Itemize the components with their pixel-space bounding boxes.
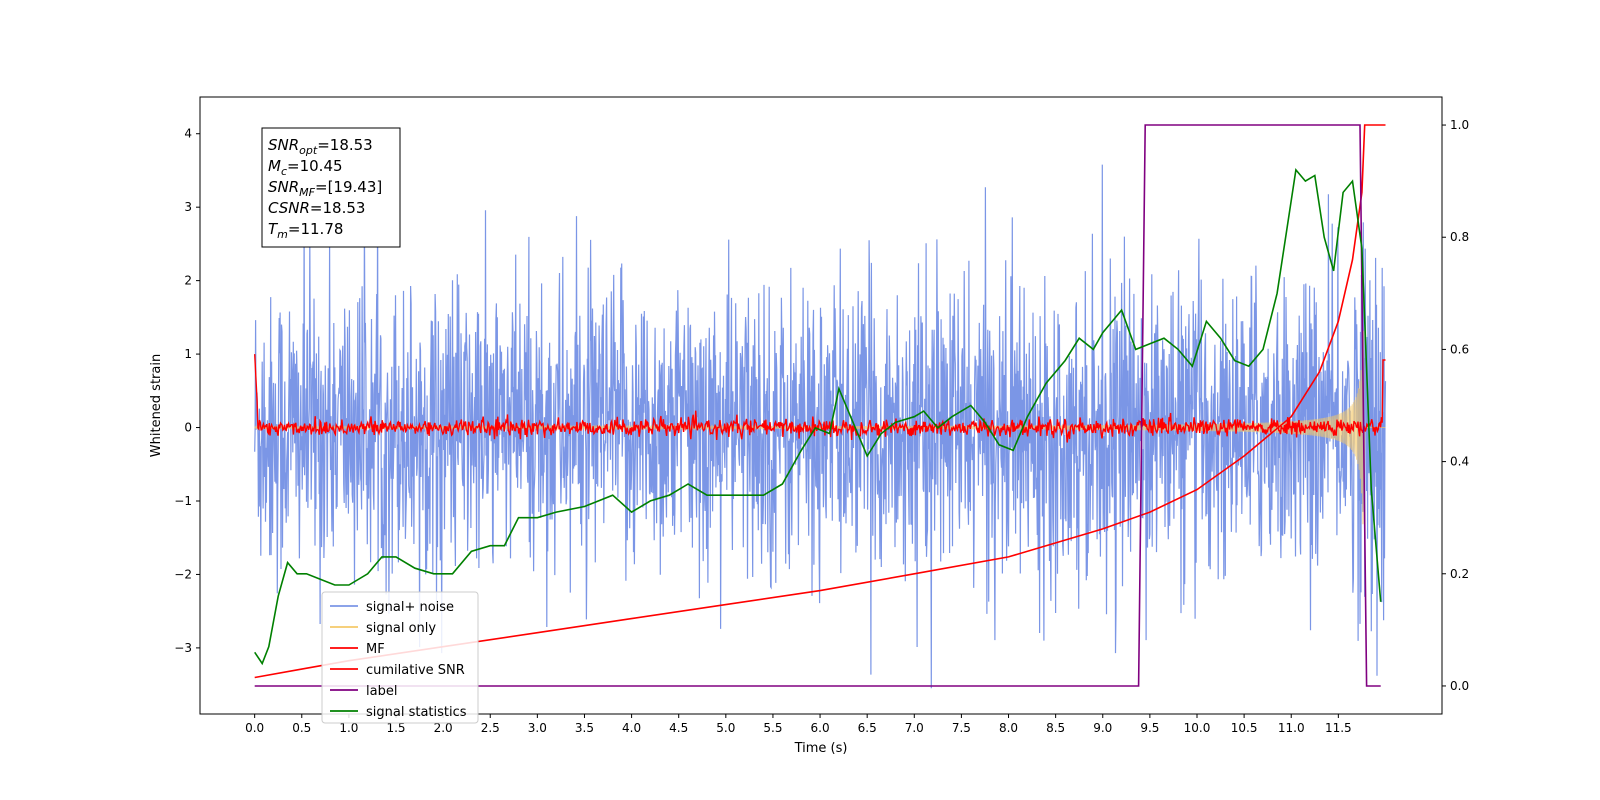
x-axis: 0.0 0.5 1.0 1.5 2.0 2.5 3.0 3.5 4.0 4.5 5.0 5.5 6.0 6… bbox=[245, 714, 1352, 735]
annotation-line: SNRopt=18.53 bbox=[268, 136, 373, 157]
annotation-line: CSNR=18.53 bbox=[268, 199, 365, 217]
y-tick-label: 0 bbox=[184, 421, 192, 435]
y2-tick-label: 1.0 bbox=[1450, 118, 1469, 132]
x-tick-label: 6.0 bbox=[811, 721, 830, 735]
x-tick-label: 11.5 bbox=[1325, 721, 1352, 735]
x-tick-label: 1.5 bbox=[386, 721, 405, 735]
annotation-subscript: c bbox=[281, 165, 287, 178]
annotation-symbol: M bbox=[268, 157, 281, 175]
x-tick-label: 4.5 bbox=[669, 721, 688, 735]
legend-label: signal statistics bbox=[366, 705, 467, 720]
stats-annotation-box: SNRopt=18.53Mc=10.45SNRMF=[19.43]CSNR=18… bbox=[261, 127, 401, 248]
annotation-symbol: T bbox=[268, 220, 279, 238]
y-tick-label: −3 bbox=[174, 641, 192, 655]
annotation-value: =18.53 bbox=[317, 136, 373, 154]
legend-label: cumilative SNR bbox=[366, 663, 465, 678]
y-tick-label: 1 bbox=[184, 347, 192, 361]
y-tick-label: 2 bbox=[184, 274, 192, 288]
series-mf bbox=[254, 354, 1386, 443]
x-tick-label: 10.5 bbox=[1231, 721, 1258, 735]
x-tick-label: 3.5 bbox=[575, 721, 594, 735]
x-tick-label: 2.0 bbox=[434, 721, 453, 735]
x-tick-label: 5.0 bbox=[716, 721, 735, 735]
y-axis-right: 0.0 0.2 0.4 0.6 0.8 1.0 bbox=[1442, 118, 1469, 693]
x-tick-label: 6.5 bbox=[858, 721, 877, 735]
legend-label: signal+ noise bbox=[366, 600, 454, 615]
x-tick-label: 5.5 bbox=[763, 721, 782, 735]
annotation-subscript: opt bbox=[299, 144, 318, 157]
legend: signal+ noise signal only MF cumilative SNR… bbox=[321, 591, 479, 724]
annotation-line: Tm=11.78 bbox=[268, 220, 343, 241]
x-tick-label: 0.5 bbox=[292, 721, 311, 735]
annotation-line: SNRMF=[19.43] bbox=[268, 178, 382, 199]
y-axis-left: −3 −2 −1 0 1 2 3 4 bbox=[174, 127, 200, 655]
x-tick-label: 1.0 bbox=[339, 721, 358, 735]
x-axis-label: Time (s) bbox=[794, 741, 848, 756]
y2-tick-label: 0.4 bbox=[1450, 455, 1469, 469]
annotation-value: =10.45 bbox=[287, 157, 343, 175]
annotation-line: Mc=10.45 bbox=[268, 157, 343, 178]
x-tick-label: 4.0 bbox=[622, 721, 641, 735]
x-tick-label: 11.0 bbox=[1278, 721, 1305, 735]
annotation-subscript: MF bbox=[299, 186, 315, 199]
series-label bbox=[254, 124, 1381, 687]
y-axis-label: Whitened strain bbox=[149, 354, 164, 457]
axes-frame bbox=[199, 96, 1443, 715]
x-tick-label: 9.0 bbox=[1093, 721, 1112, 735]
series-signal-statistics bbox=[254, 168, 1382, 666]
annotation-symbol: SNR bbox=[268, 136, 299, 154]
x-tick-label: 3.0 bbox=[528, 721, 547, 735]
legend-label: MF bbox=[366, 642, 385, 657]
annotation-value: =11.78 bbox=[288, 220, 344, 238]
legend-frame bbox=[321, 591, 479, 724]
series-signal-noise bbox=[254, 164, 1387, 689]
y-tick-label: 4 bbox=[184, 127, 192, 141]
x-tick-label: 0.0 bbox=[245, 721, 264, 735]
annotation-subscript: m bbox=[277, 228, 288, 241]
y-tick-label: −1 bbox=[174, 494, 192, 508]
x-tick-label: 2.5 bbox=[481, 721, 500, 735]
annotation-symbol: SNR bbox=[268, 178, 299, 196]
x-tick-label: 8.0 bbox=[999, 721, 1018, 735]
annotation-frame bbox=[261, 127, 401, 248]
y2-tick-label: 0.8 bbox=[1450, 230, 1469, 244]
x-tick-label: 8.5 bbox=[1046, 721, 1065, 735]
y2-tick-label: 0.6 bbox=[1450, 342, 1469, 356]
y-tick-label: 3 bbox=[184, 200, 192, 214]
y2-tick-label: 0.2 bbox=[1450, 567, 1469, 581]
x-tick-label: 10.0 bbox=[1184, 721, 1211, 735]
x-tick-label: 7.0 bbox=[905, 721, 924, 735]
annotation-value: =18.53 bbox=[310, 199, 366, 217]
y-tick-label: −2 bbox=[174, 567, 192, 581]
x-tick-label: 7.5 bbox=[952, 721, 971, 735]
legend-label: label bbox=[366, 684, 397, 699]
annotation-value: =[19.43] bbox=[315, 178, 382, 196]
x-tick-label: 9.5 bbox=[1140, 721, 1159, 735]
y2-tick-label: 0.0 bbox=[1450, 679, 1469, 693]
legend-label: signal only bbox=[366, 621, 436, 636]
annotation-symbol: CSNR bbox=[268, 199, 310, 217]
